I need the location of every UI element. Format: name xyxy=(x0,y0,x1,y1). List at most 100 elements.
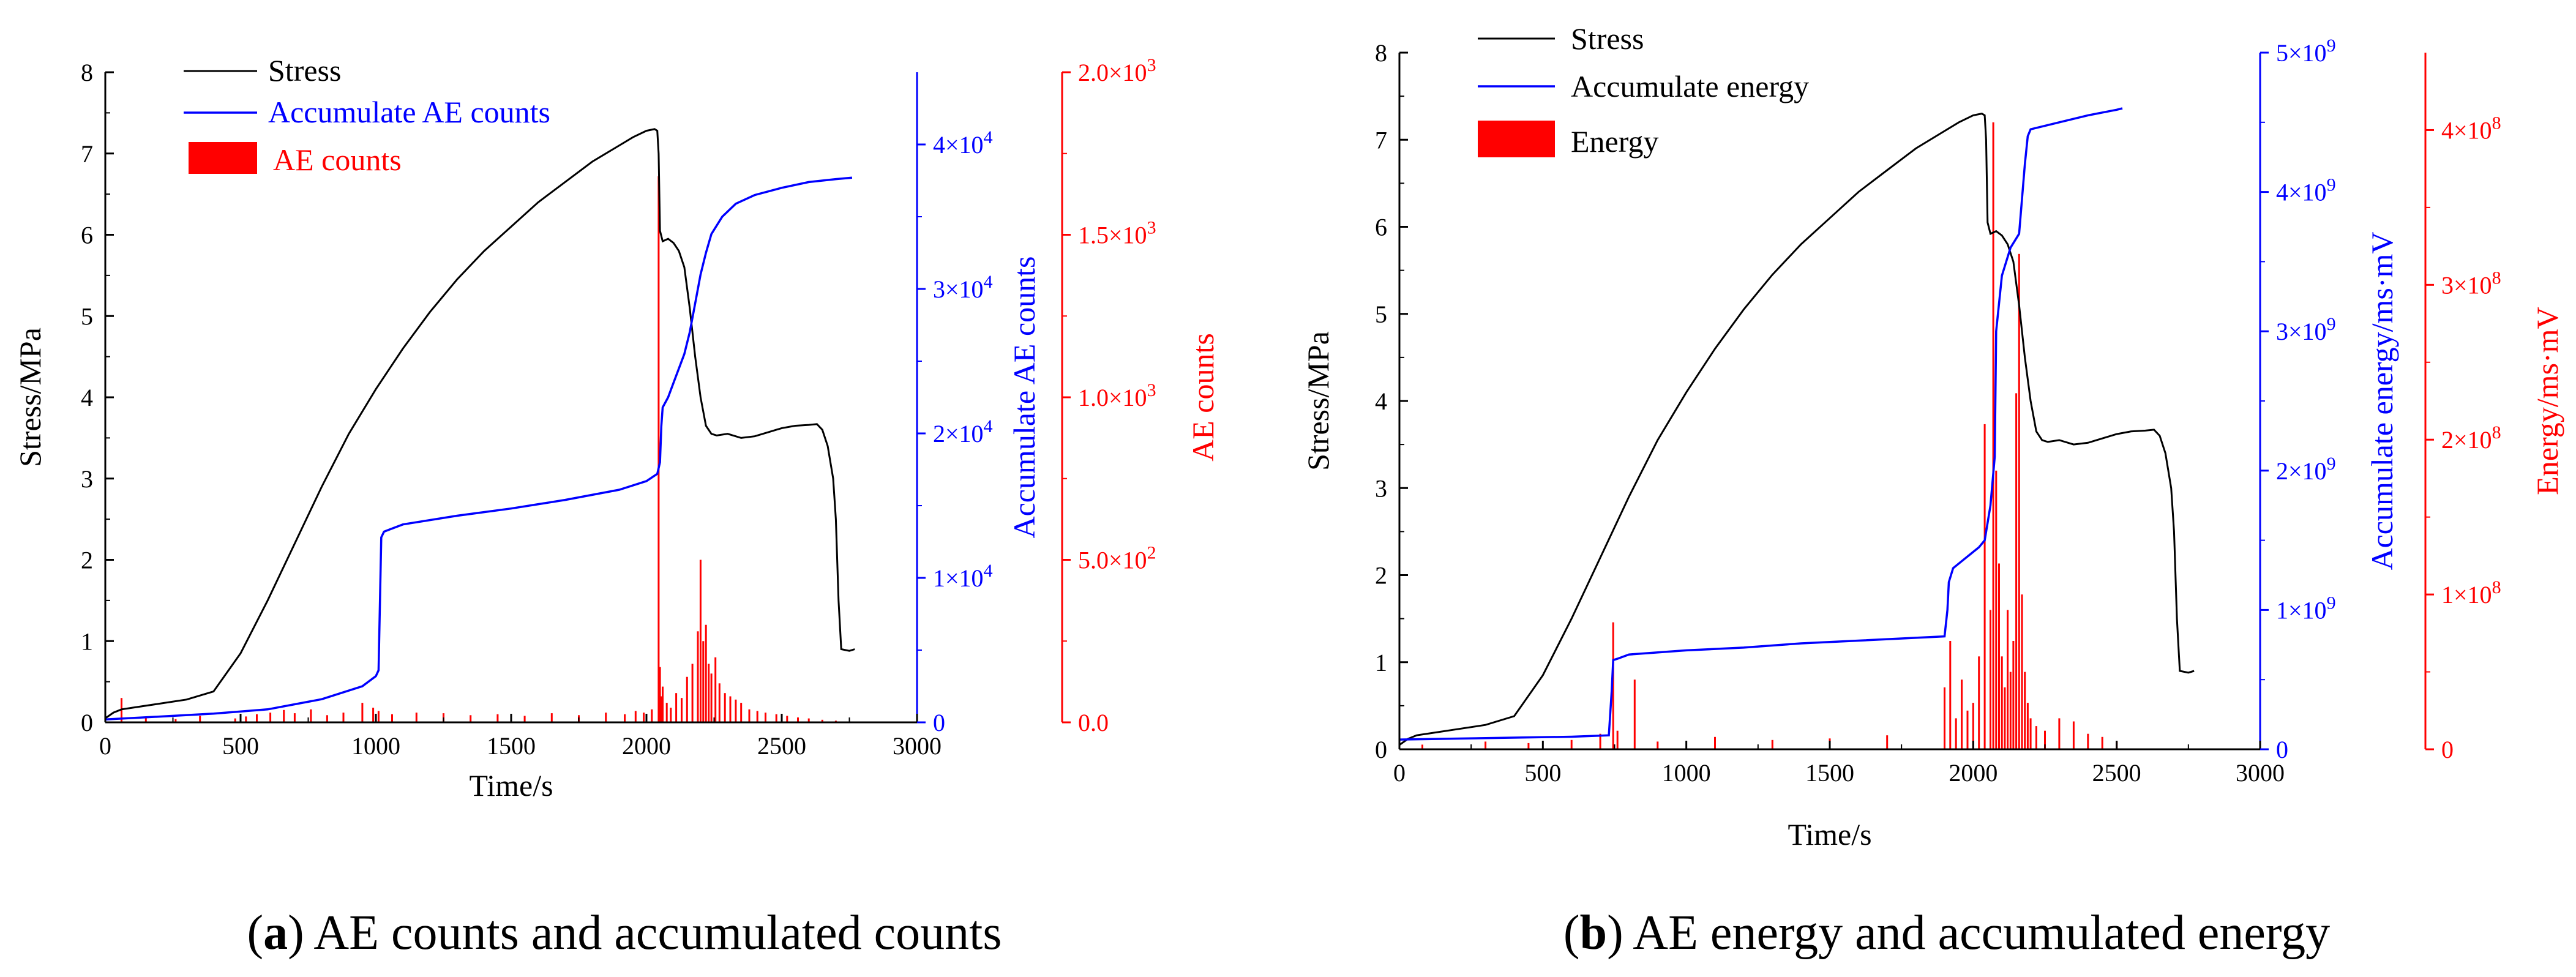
a-bar xyxy=(735,699,737,722)
a-bar xyxy=(659,667,661,722)
a-bar xyxy=(496,714,499,722)
a-x-tick-label: 2500 xyxy=(757,732,806,760)
a-bar xyxy=(550,713,553,722)
b-right1-ticks: 0 1×109 2×109 3×109 4×109 5×109 xyxy=(2260,36,2336,763)
a-bar xyxy=(662,686,664,722)
a-bar xyxy=(523,716,526,722)
a-bar xyxy=(342,713,345,722)
b-bar xyxy=(1616,730,1619,749)
b-x-tick-label: 2000 xyxy=(1949,759,1998,787)
b-bar xyxy=(2035,726,2037,749)
b-left-tick-label: 7 xyxy=(1375,126,1387,154)
a-bar xyxy=(391,714,393,722)
b-bar xyxy=(2015,393,2018,749)
a-bar xyxy=(293,713,296,722)
a-legend-accum-label: Accumulate AE counts xyxy=(268,95,550,129)
a-bar xyxy=(697,631,699,722)
a-bar xyxy=(415,713,417,722)
b-bar xyxy=(1485,741,1487,749)
b-right2-ticks: 0 1×108 2×108 3×108 4×108 xyxy=(2425,113,2501,763)
b-ylabel-right2: Energy/ms·mV xyxy=(2530,307,2564,495)
a-bar xyxy=(748,709,751,722)
a-bar xyxy=(310,709,312,722)
a-legend-stress-label: Stress xyxy=(268,53,341,88)
b-bar xyxy=(1955,718,1957,749)
a-bar xyxy=(686,676,688,722)
b-left-tick-label: 3 xyxy=(1375,474,1387,502)
b-x-tick-label: 0 xyxy=(1393,759,1406,787)
a-right1-ticks: 0 1×104 2×104 3×104 4×104 xyxy=(917,127,993,736)
a-right1-tick-label: 0 xyxy=(933,709,945,736)
b-bar xyxy=(2018,253,2020,749)
a-right2-tick-label: 5.0×102 xyxy=(1078,543,1156,574)
a-bar xyxy=(361,703,364,722)
b-bar xyxy=(1972,703,1974,749)
a-bar xyxy=(174,719,177,722)
b-x-ticks: 0 500 1000 1500 2000 2500 3000 xyxy=(1393,741,2285,787)
b-legend-stress-label: Stress xyxy=(1571,21,1644,56)
a-bar xyxy=(710,673,713,722)
a-bar xyxy=(797,717,799,722)
a-bar xyxy=(740,703,743,722)
b-caption-text: ) AE energy and accumulated energy xyxy=(1607,906,2330,960)
a-bar xyxy=(708,664,710,722)
b-right2-tick-label: 0 xyxy=(2441,736,2454,763)
b-bar xyxy=(2009,672,2012,749)
b-bar xyxy=(2058,718,2061,749)
b-x-tick-label: 2500 xyxy=(2092,759,2141,787)
b-legend-bars-swatch xyxy=(1478,121,1555,157)
b-bar xyxy=(2012,641,2015,749)
a-legend-bars-swatch xyxy=(189,142,257,174)
a-bar xyxy=(144,717,147,722)
a-xlabel: Time/s xyxy=(469,768,553,803)
a-caption-letter: a xyxy=(263,906,288,960)
a-bar xyxy=(634,711,637,722)
b-stress-line xyxy=(1399,113,2195,746)
a-left-tick-label: 0 xyxy=(81,709,93,736)
b-bar xyxy=(1949,641,1952,749)
a-bar xyxy=(670,708,672,722)
a-bar xyxy=(326,715,328,722)
a-bar xyxy=(470,715,472,722)
a-bar xyxy=(724,693,726,722)
b-ylabel-left: Stress/MPa xyxy=(1301,331,1335,471)
a-left-ticks: 0 1 2 3 4 5 6 7 8 xyxy=(81,59,114,736)
a-x-tick-label: 500 xyxy=(222,732,259,760)
a-bar xyxy=(605,713,607,722)
b-bar xyxy=(1978,656,1980,749)
a-x-ticks: 0 500 1000 1500 2000 2500 3000 xyxy=(99,714,942,760)
a-ae-counts-bars xyxy=(121,176,837,723)
b-right1-tick-label: 1×109 xyxy=(2276,593,2336,624)
a-right2-tick-label: 1.0×103 xyxy=(1078,380,1156,411)
b-bar xyxy=(2026,703,2029,749)
b-bar xyxy=(1612,622,1614,749)
a-right1-tick-label: 2×104 xyxy=(933,416,993,447)
a-right2-tick-label: 1.5×103 xyxy=(1078,218,1156,249)
a-x-tick-label: 1500 xyxy=(487,732,536,760)
a-bar xyxy=(657,176,660,722)
a-bar xyxy=(729,696,732,722)
b-left-tick-label: 1 xyxy=(1375,649,1387,676)
a-left-tick-label: 5 xyxy=(81,302,93,330)
a-bar xyxy=(234,718,236,722)
b-left-tick-label: 6 xyxy=(1375,214,1387,241)
b-left-tick-label: 2 xyxy=(1375,562,1387,590)
a-bar xyxy=(269,713,272,722)
b-left-tick-label: 4 xyxy=(1375,387,1387,415)
b-legend-bars-label: Energy xyxy=(1571,124,1658,159)
b-bar xyxy=(2101,736,2103,749)
a-bar xyxy=(702,641,705,723)
a-bar xyxy=(624,714,626,722)
b-bar xyxy=(2004,687,2006,749)
a-bar xyxy=(245,716,247,722)
a-bar xyxy=(714,657,717,722)
chart-a: 0 500 1000 1500 2000 2500 3000 0 1 2 3 4 5 6 7 8 0 1×10… xyxy=(13,53,1220,960)
a-bar xyxy=(807,718,810,722)
a-bar xyxy=(651,709,653,722)
a-bar xyxy=(775,714,777,722)
a-right1-tick-label: 1×104 xyxy=(933,561,993,592)
b-bar xyxy=(2072,721,2075,749)
a-bar xyxy=(718,683,721,722)
a-left-tick-label: 1 xyxy=(81,627,93,655)
